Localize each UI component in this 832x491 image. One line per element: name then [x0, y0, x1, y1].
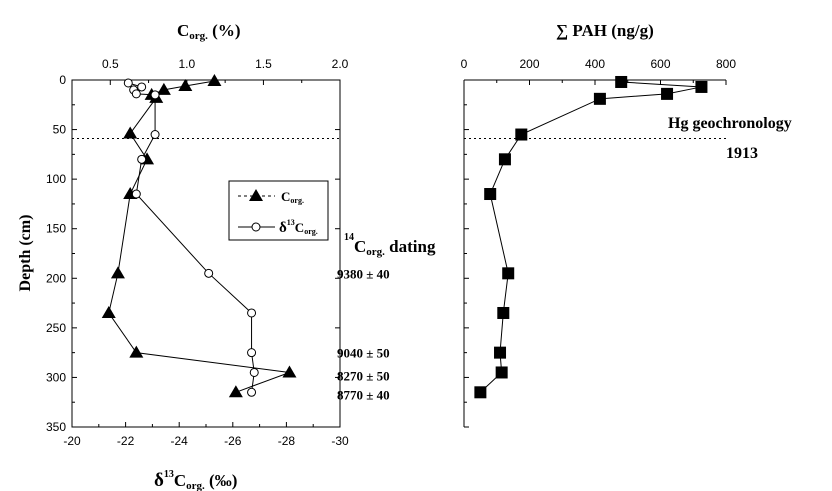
pah-point [494, 346, 507, 359]
left-panel: Corg. (%) Depth (cm) δ13Corg. (‰) 0 50 100… [17, 21, 436, 491]
corg-point [156, 82, 171, 95]
bottom-x-tick-label: -22 [117, 434, 135, 448]
pah-point [695, 80, 708, 93]
pah-point [515, 128, 528, 141]
top-x-tick-label: 1.0 [179, 57, 196, 71]
corg-point [207, 73, 222, 86]
right-top-x-tick-label: 200 [519, 57, 539, 71]
bottom-x-tick-label: -28 [278, 434, 296, 448]
y-axis-title: Depth (cm) [17, 215, 34, 292]
right-top-axis-title: ∑ PAH (ng/g) [556, 21, 654, 40]
bottom-x-tick-label: -26 [224, 434, 242, 448]
right-top-x-tick-label: 0 [461, 57, 468, 71]
legend: Corg. δ13Corg. [228, 180, 329, 241]
pah-point [615, 75, 628, 88]
left-y-tick-label: 350 [46, 420, 66, 434]
right-top-x-tick-label: 600 [650, 57, 670, 71]
right-axis-ticks: 0 200 400 600 800 [461, 57, 736, 428]
d13c-point [137, 82, 147, 92]
left-axis-ticks: 0 50 100 150 200 250 300 350 0.5 1.0 1.5 2.0 -20 -22 -… [46, 57, 349, 448]
corg-point [228, 385, 243, 398]
left-y-tick-label: 250 [46, 321, 66, 335]
left-y-tick-label: 200 [46, 271, 66, 285]
right-top-x-tick-label: 400 [585, 57, 605, 71]
legend-d13c-label: δ13Corg. [279, 218, 318, 236]
d13c-point [204, 268, 214, 278]
pah-point [593, 92, 606, 105]
right-top-x-tick-label: 800 [716, 57, 736, 71]
legend-box [228, 180, 329, 241]
left-y-tick-label: 0 [59, 73, 66, 87]
corg-point [110, 266, 125, 279]
legend-corg-label: Corg. [281, 189, 304, 205]
corg-point [282, 365, 297, 378]
d13c-point [123, 78, 133, 88]
legend-corg-marker [249, 189, 263, 201]
corg-point [178, 78, 193, 91]
left-y-tick-label: 100 [46, 172, 66, 186]
top-axis-title: Corg. (%) [177, 21, 241, 42]
bottom-axis-title: δ13Corg. (‰) [154, 469, 237, 491]
left-series [101, 73, 297, 398]
bottom-x-tick-label: -30 [331, 434, 349, 448]
corg-point [101, 305, 116, 318]
dating-labels: 9380 ± 40 9040 ± 50 8270 ± 50 8770 ± 40 [337, 266, 390, 402]
d13c-point [137, 154, 147, 164]
left-y-tick-label: 150 [46, 222, 66, 236]
d13c-point [247, 348, 257, 358]
top-x-tick-label: 0.5 [102, 57, 119, 71]
corg-point [123, 126, 138, 139]
d13c-point [247, 308, 257, 318]
d13c-point [249, 367, 259, 377]
pah-point [474, 386, 487, 399]
left-plot-frame [71, 79, 341, 428]
legend-d13c-marker [251, 222, 261, 232]
pah-point [502, 267, 515, 280]
right-panel: ∑ PAH (ng/g) 0 200 400 600 800 Hg geochronol… [461, 21, 792, 428]
dating-label: 9380 ± 40 [337, 266, 390, 281]
left-y-tick-label: 300 [46, 370, 66, 384]
d13c-point [150, 130, 160, 140]
corg-point [129, 345, 144, 358]
pah-point [497, 306, 510, 319]
pah-point [498, 153, 511, 166]
dating-label: 9040 ± 50 [337, 346, 390, 361]
d13c-point [150, 90, 160, 100]
dating-title: 14Corg. dating [344, 232, 436, 258]
d13c-point [247, 387, 257, 397]
hg-geochronology-label: Hg geochronology [668, 115, 792, 132]
bottom-x-tick-label: -24 [171, 434, 189, 448]
dating-label: 8270 ± 50 [337, 368, 390, 383]
top-x-tick-label: 2.0 [332, 57, 349, 71]
top-x-tick-label: 1.5 [255, 57, 272, 71]
left-y-tick-label: 50 [53, 123, 67, 137]
dating-label: 8770 ± 40 [337, 387, 390, 402]
pah-point [495, 366, 508, 379]
right-series [474, 75, 708, 399]
hg-year-label: 1913 [726, 145, 758, 162]
pah-point [484, 188, 497, 201]
bottom-x-tick-label: -20 [63, 434, 81, 448]
pah-point [661, 87, 674, 100]
d13c-point [131, 189, 141, 199]
d13c-point [131, 89, 141, 99]
